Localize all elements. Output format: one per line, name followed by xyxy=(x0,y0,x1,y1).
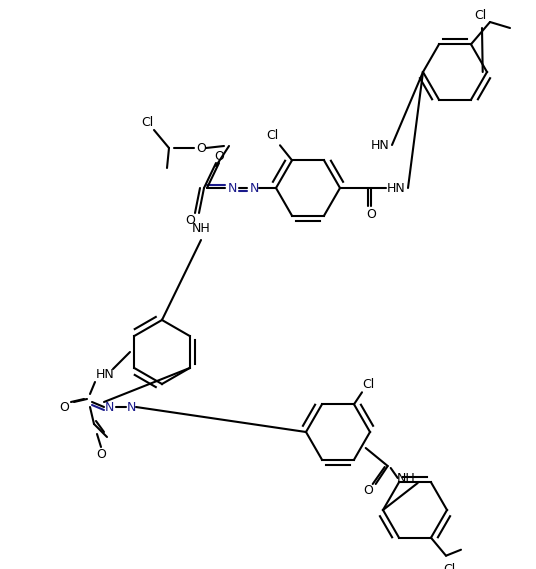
Text: HN: HN xyxy=(95,368,114,381)
Text: O: O xyxy=(59,401,69,414)
Text: O: O xyxy=(214,150,224,163)
Text: O: O xyxy=(363,484,373,497)
Text: Cl: Cl xyxy=(474,9,486,22)
Text: Cl: Cl xyxy=(362,378,374,391)
Text: N: N xyxy=(126,401,136,414)
Text: HN: HN xyxy=(370,138,389,151)
Text: N: N xyxy=(249,182,259,195)
Text: N: N xyxy=(105,401,114,414)
Text: O: O xyxy=(196,142,206,155)
Text: Cl: Cl xyxy=(141,116,153,129)
Text: Cl: Cl xyxy=(266,129,278,142)
Text: Cl: Cl xyxy=(443,563,455,569)
Text: NH: NH xyxy=(396,472,415,484)
Text: O: O xyxy=(96,447,106,460)
Text: NH: NH xyxy=(192,221,210,234)
Text: O: O xyxy=(185,213,195,226)
Text: HN: HN xyxy=(386,182,405,195)
Text: O: O xyxy=(366,208,376,221)
Text: N: N xyxy=(227,182,237,195)
